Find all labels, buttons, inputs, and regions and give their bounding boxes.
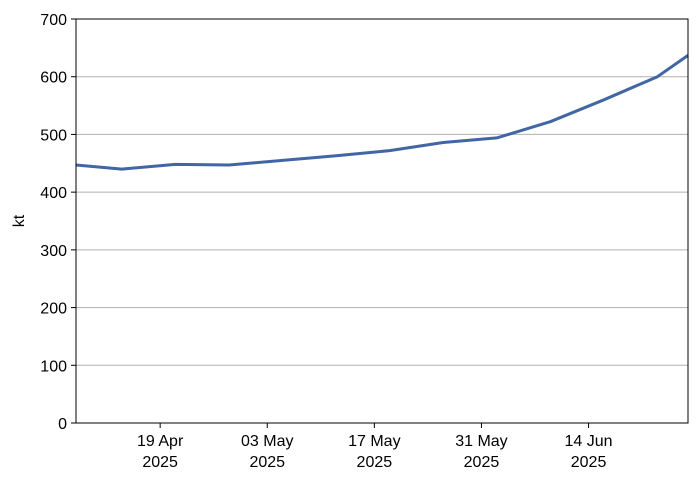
y-axis-ticks: 0 100 200 300 400 500 600 700 <box>40 12 76 433</box>
y-tick-label: 300 <box>40 243 67 260</box>
x-tick-label-year: 2025 <box>249 454 285 471</box>
x-tick-label-year: 2025 <box>571 454 607 471</box>
gridlines <box>76 76 688 366</box>
x-tick-label-year: 2025 <box>357 454 393 471</box>
x-tick-label-year: 2025 <box>142 454 178 471</box>
x-tick-label: 14 Jun <box>565 433 613 450</box>
x-tick-label-year: 2025 <box>464 454 500 471</box>
y-tick-label: 0 <box>58 416 67 433</box>
y-tick-label: 200 <box>40 301 67 318</box>
y-tick-label: 600 <box>40 70 67 87</box>
x-tick-label: 17 May <box>348 433 400 450</box>
x-tick-label: 31 May <box>455 433 507 450</box>
x-tick-label: 19 Apr <box>137 433 184 450</box>
y-tick-label: 700 <box>40 12 67 29</box>
y-axis-title: kt <box>11 214 28 227</box>
x-tick-label: 03 May <box>241 433 293 450</box>
series-layer <box>75 54 689 171</box>
y-tick-label: 400 <box>40 185 67 202</box>
y-tick-label: 100 <box>40 358 67 375</box>
y-tick-label: 500 <box>40 127 67 144</box>
x-axis-ticks: 19 Apr 2025 03 May 2025 17 May 2025 31 May 2025… <box>137 423 613 471</box>
plot-frame <box>75 18 689 424</box>
series-line <box>75 54 689 171</box>
